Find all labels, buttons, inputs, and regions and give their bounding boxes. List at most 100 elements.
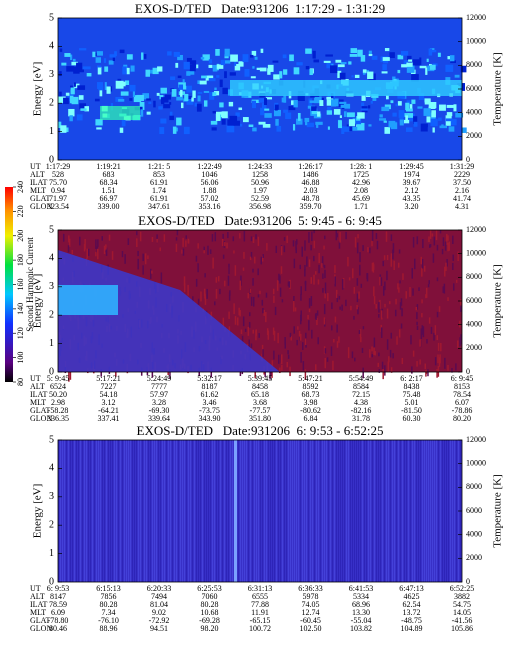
spectrogram-stripe <box>82 440 83 582</box>
spectrogram-cell <box>226 125 235 133</box>
spectrogram-cell <box>147 69 155 74</box>
spectrogram-cell <box>257 268 259 276</box>
spectrogram-stripe <box>370 440 371 582</box>
spectrogram-cell <box>368 54 373 57</box>
spectrogram-stripe <box>232 440 233 582</box>
spectrogram-cell <box>222 87 228 95</box>
spectrogram-stripe <box>350 440 351 582</box>
spectrogram-stripe <box>356 440 357 582</box>
spectrogram-cell <box>423 108 431 116</box>
spectrogram-stripe <box>214 440 215 582</box>
spectrogram-stripe <box>446 440 447 582</box>
spectrogram-cell <box>254 256 256 264</box>
row-label: GLON <box>30 202 52 211</box>
spectrogram-cell <box>221 118 226 125</box>
spectrogram-cell <box>279 275 281 284</box>
spectrogram-cell <box>187 284 189 296</box>
cell: 45.69 <box>352 194 370 203</box>
cell: -69.28 <box>199 616 220 625</box>
spectrogram-cell <box>447 297 449 301</box>
spectrogram-cell <box>222 317 225 328</box>
spectrogram-cell <box>433 332 435 341</box>
spectrogram-cell <box>392 112 397 117</box>
spectrogram-cell <box>322 273 324 279</box>
spectrogram-stripe <box>358 440 359 582</box>
spectrogram-cell <box>142 93 150 100</box>
spectrogram-cell <box>313 230 315 234</box>
spectrogram-cell <box>426 116 431 123</box>
y-tick-label: 2 <box>49 97 54 108</box>
spectrogram-cell <box>330 65 338 74</box>
spectrogram-cell <box>436 277 439 282</box>
y2-tick-label: 4000 <box>466 319 482 328</box>
spectrogram-stripe <box>410 440 411 582</box>
spectrogram-cell <box>119 127 124 133</box>
spectrogram-cell <box>334 276 336 287</box>
spectrogram-cell <box>439 125 448 129</box>
spectrogram-cell <box>148 101 152 104</box>
spectrogram-cell <box>404 113 410 117</box>
spectrogram-cell <box>289 332 292 338</box>
spectrogram-cell <box>339 232 341 243</box>
spectrogram-stripe <box>168 440 169 582</box>
spectrogram-cell <box>354 237 357 248</box>
spectrogram-cell <box>195 278 198 287</box>
spectrogram-cell <box>345 231 347 240</box>
spectrogram-cell <box>332 360 334 371</box>
spectrogram-stripe <box>154 440 155 582</box>
panel-title: EXOS-D/TED Date:931206 1:17:29 - 1:31:29 <box>135 1 385 16</box>
spectrogram-stripe <box>178 440 179 582</box>
spectrogram-cell <box>219 288 221 295</box>
spectrogram-cell <box>426 58 429 62</box>
spectrogram-stripe <box>380 440 381 582</box>
spectrogram-cell <box>212 92 217 96</box>
spectrogram-stripe <box>200 440 201 582</box>
spectrogram-stripe <box>136 440 137 582</box>
spectrogram-stripe <box>286 440 287 582</box>
colorbar-tick-label: 200 <box>16 230 25 242</box>
spectrogram-cell <box>95 57 101 63</box>
spectrogram-stripe <box>412 440 413 582</box>
spectrogram-cell <box>421 299 423 304</box>
spectrogram-stripe <box>92 440 93 582</box>
spectrogram-cell <box>361 102 365 107</box>
spectrogram-cell <box>304 269 306 277</box>
cell: 3.20 <box>405 202 419 211</box>
spectrogram-cell <box>175 127 179 132</box>
row-label: GLON <box>30 414 52 423</box>
cell: 6:25:53 <box>197 584 221 593</box>
cell: -78.80 <box>48 616 69 625</box>
cell: 3.28 <box>152 398 166 407</box>
spectrogram-cell <box>368 124 372 127</box>
spectrogram-stripe <box>198 440 199 582</box>
spectrogram-cell <box>250 296 253 306</box>
spectrogram-cell <box>416 236 419 245</box>
spectrogram-cell <box>203 100 208 107</box>
spectrogram-cell <box>375 233 378 240</box>
cell: 80.28 <box>201 600 219 609</box>
cell: 6: 9:45 <box>451 374 473 383</box>
spectrogram-cell <box>305 48 312 54</box>
spectrogram-cell <box>258 333 260 338</box>
cell: 41.74 <box>453 194 471 203</box>
spectrogram-cell <box>206 288 208 299</box>
spectrogram-cell <box>354 74 360 78</box>
cell: 2.98 <box>51 398 65 407</box>
cell: 4625 <box>404 592 420 601</box>
spectrogram-stripe <box>324 440 325 582</box>
spectrogram-cell <box>372 262 375 273</box>
spectrogram-cell <box>409 104 413 111</box>
spectrogram-cell <box>370 100 373 104</box>
spectrogram-cell <box>277 332 279 344</box>
spectrogram-cell <box>434 357 437 366</box>
spectrogram-cell <box>374 351 376 356</box>
spectrogram-cell <box>420 123 428 132</box>
spectrogram-cell <box>299 264 301 270</box>
cell: 6:52:25 <box>450 584 474 593</box>
spectrogram-cell <box>212 257 214 269</box>
spectrogram-cell <box>445 118 453 122</box>
spectrogram-stripe <box>210 440 211 582</box>
spectrogram-cell <box>152 67 159 75</box>
spectrogram-cell <box>121 251 124 258</box>
spectrogram-cell <box>415 307 418 311</box>
